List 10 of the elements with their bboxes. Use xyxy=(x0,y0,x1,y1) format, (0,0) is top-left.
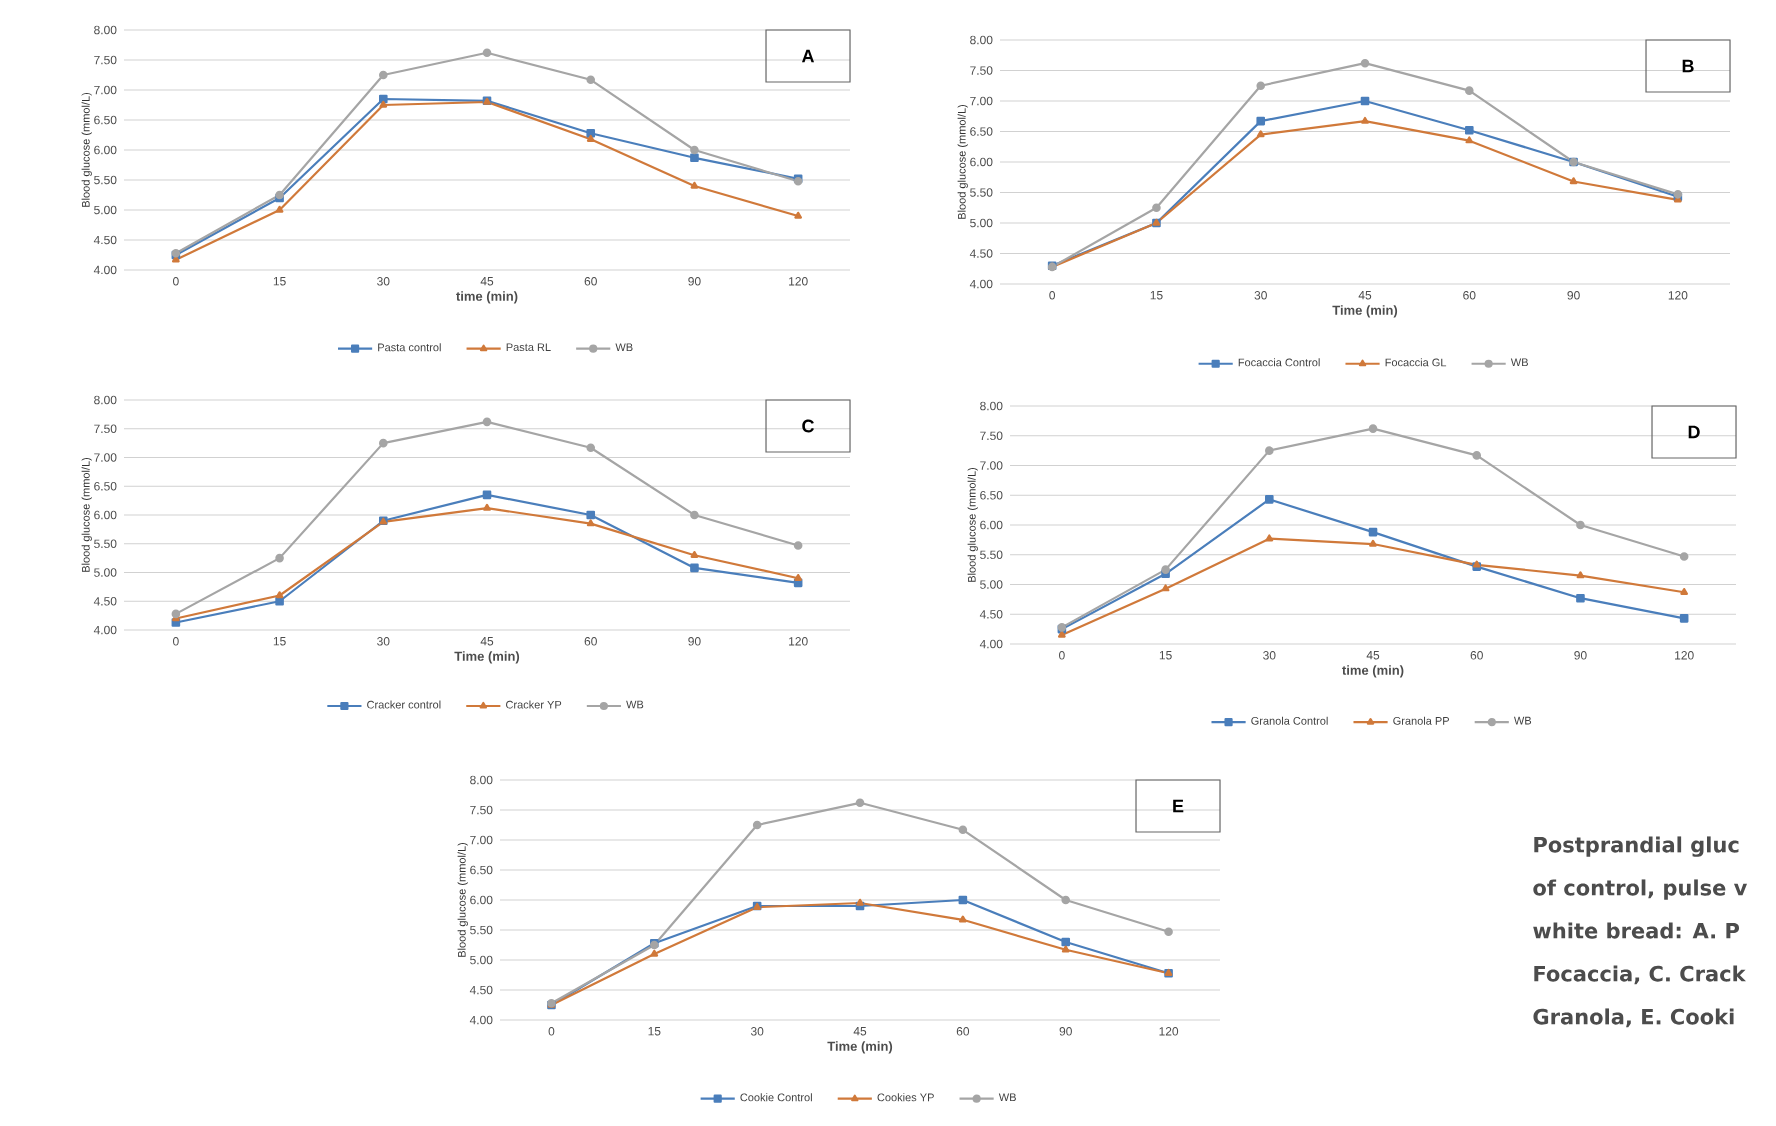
text: A xyxy=(801,49,815,63)
text: Granola, E. Cooki xyxy=(1533,1008,1734,1028)
text: of control, pulse v xyxy=(1533,879,1748,900)
text: white bread: A. P xyxy=(1533,922,1740,939)
text: D xyxy=(1688,425,1700,439)
text: E xyxy=(1173,799,1184,813)
text: Postprandial gluc xyxy=(1534,836,1739,857)
text: Focaccia, C. Crack xyxy=(1534,965,1746,985)
text: C xyxy=(802,419,815,433)
text: B xyxy=(1682,59,1694,73)
